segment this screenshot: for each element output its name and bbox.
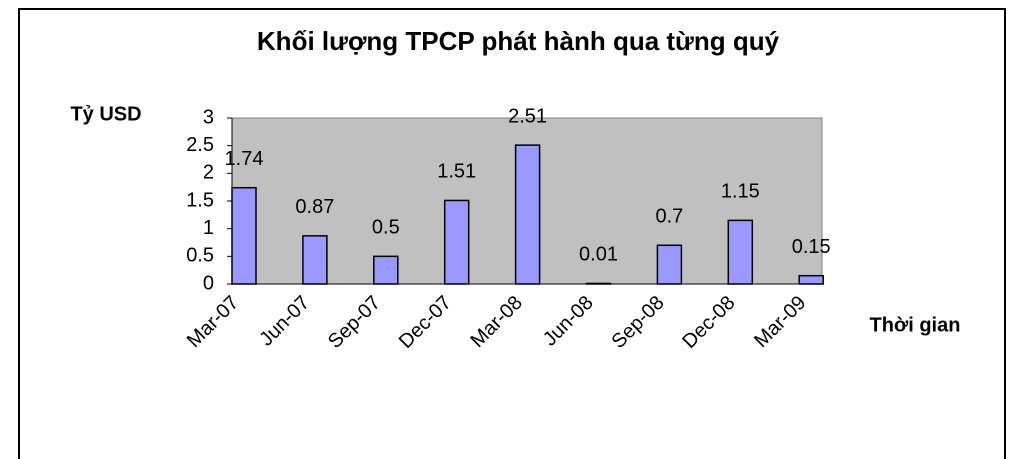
bar: [373, 255, 399, 285]
chart-title: Khối lượng TPCP phát hành qua từng quý: [257, 26, 780, 56]
y-tick-label: 1.5: [186, 189, 214, 211]
bar: [798, 274, 824, 285]
bar: [231, 186, 257, 285]
y-tick-label: 1: [203, 217, 214, 239]
bar: [585, 282, 612, 285]
bar: [656, 244, 683, 285]
y-tick-label: 0.5: [186, 245, 214, 267]
data-label: 0.5: [372, 217, 400, 239]
data-label: 1.74: [225, 148, 264, 170]
data-label: 0.7: [655, 206, 683, 228]
y-tick-label: 0: [203, 272, 214, 294]
y-tick-label: 3: [203, 106, 214, 128]
data-label: 2.51: [508, 105, 547, 127]
y-axis-title: Tỷ USD: [70, 103, 141, 125]
data-label: 1.15: [721, 181, 760, 203]
data-label: 0.87: [295, 196, 334, 218]
bar: [443, 199, 470, 285]
data-label: 0.01: [579, 244, 618, 266]
y-tick-label: 2: [203, 162, 214, 184]
bar: [514, 144, 541, 285]
bar: [302, 235, 328, 285]
x-axis-title: Thời gian: [870, 314, 961, 336]
data-label: 1.51: [437, 161, 476, 183]
y-tick-label: 2.5: [186, 134, 214, 156]
bar: [727, 219, 754, 285]
data-label: 0.15: [792, 236, 831, 258]
